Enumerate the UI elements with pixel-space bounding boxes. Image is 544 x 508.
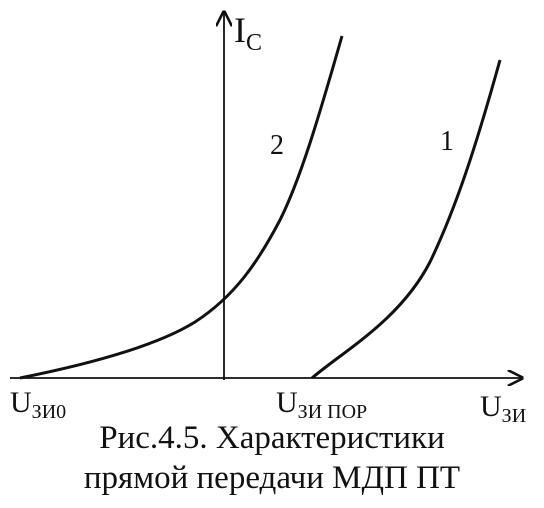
y-axis-label: IC <box>234 10 262 56</box>
curve-1 <box>311 59 502 380</box>
curve-2-label: 2 <box>270 130 284 161</box>
curve-1-label: 1 <box>440 126 454 157</box>
x-mark-threshold: UЗИ ПОР <box>276 386 367 423</box>
figure-caption-line-1: Рис.4.5. Характеристики <box>99 420 445 456</box>
figure-caption-line-2: прямой передачи МДП ПТ <box>83 460 461 496</box>
curve-2 <box>19 35 344 380</box>
x-mark-zi0: UЗИ0 <box>10 386 66 423</box>
x-axis-label: UЗИ <box>480 390 526 427</box>
